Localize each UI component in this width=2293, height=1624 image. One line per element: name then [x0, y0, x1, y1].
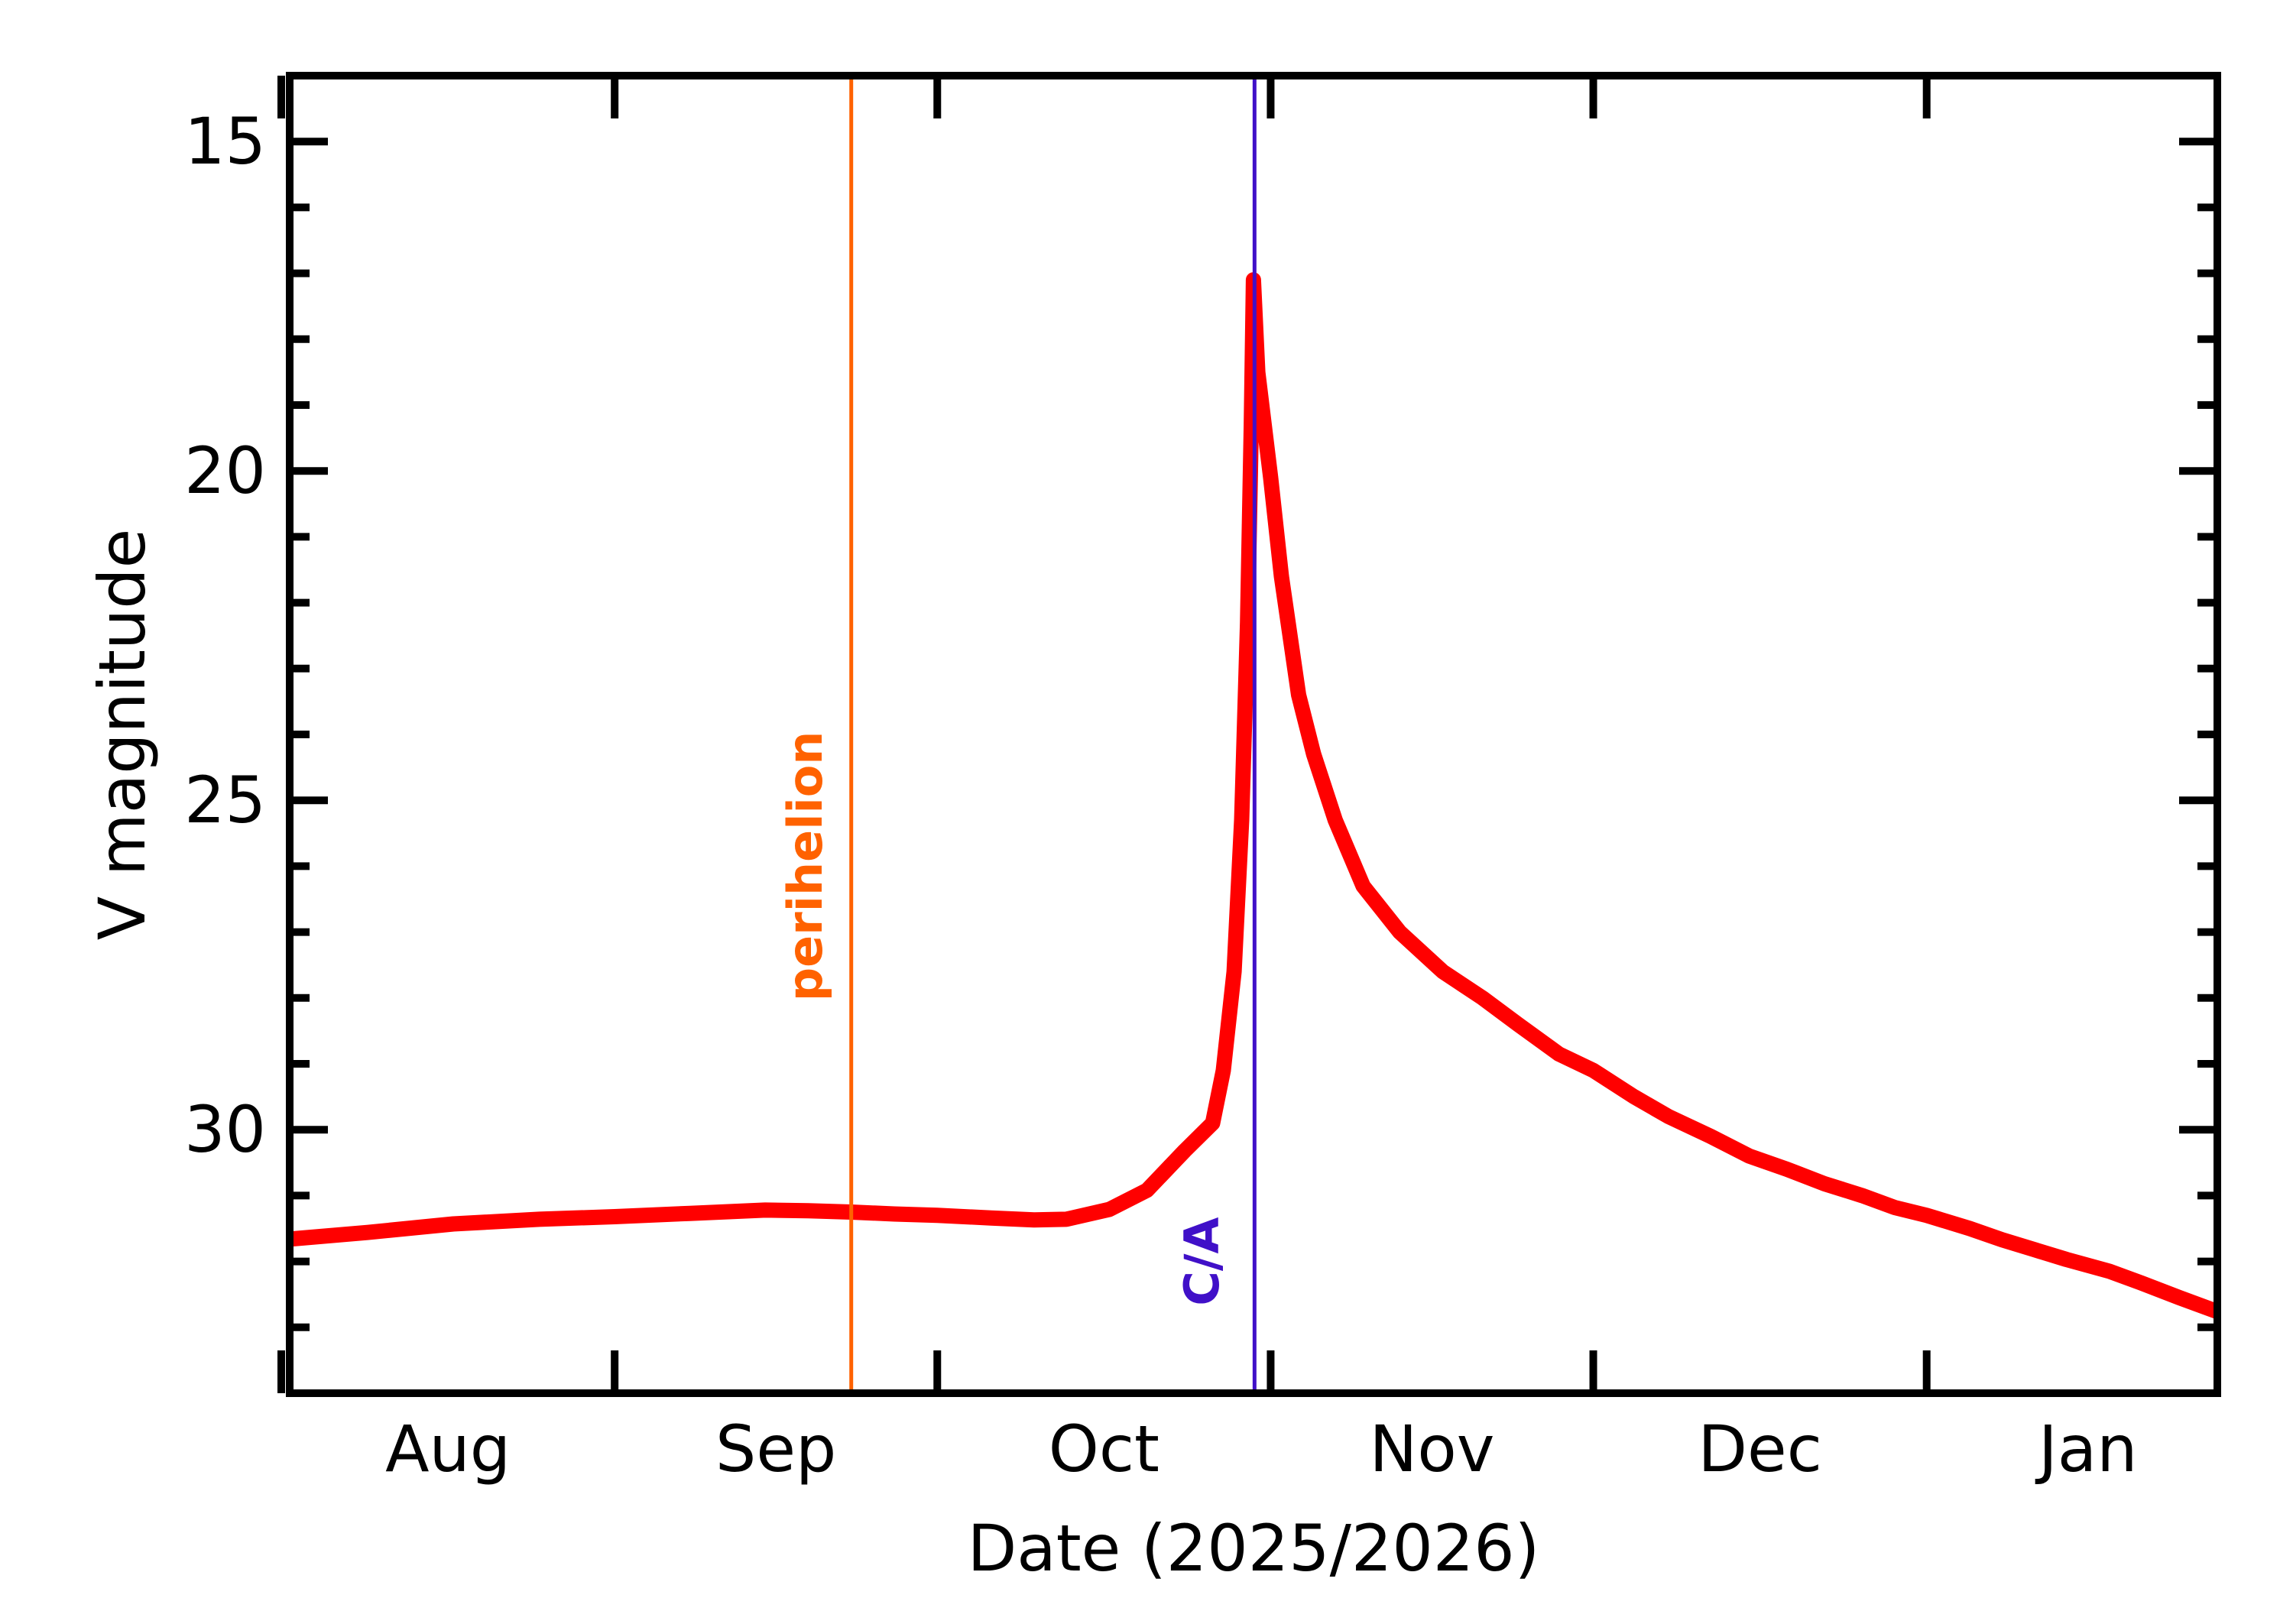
y-tick-label-25: 25	[184, 763, 266, 838]
y-tick-label-30: 30	[184, 1092, 266, 1167]
month-label-oct: Oct	[1049, 1412, 1159, 1486]
magnitude-curve	[290, 272, 2217, 1320]
perihelion-label: perihelion	[777, 731, 833, 1002]
y-tick-label-20: 20	[184, 433, 266, 508]
y-axis-title: V magnitude	[85, 529, 160, 941]
month-label-jan: Jan	[2035, 1412, 2138, 1486]
x-axis-title: Date (2025/2026)	[968, 1511, 1540, 1586]
close-approach-label: C/A	[1174, 1217, 1230, 1306]
month-label-aug: Aug	[385, 1412, 511, 1486]
month-label-sep: Sep	[715, 1412, 836, 1486]
y-tick-label-15: 15	[184, 104, 266, 179]
month-label-dec: Dec	[1698, 1412, 1822, 1486]
month-label-nov: Nov	[1370, 1412, 1495, 1486]
